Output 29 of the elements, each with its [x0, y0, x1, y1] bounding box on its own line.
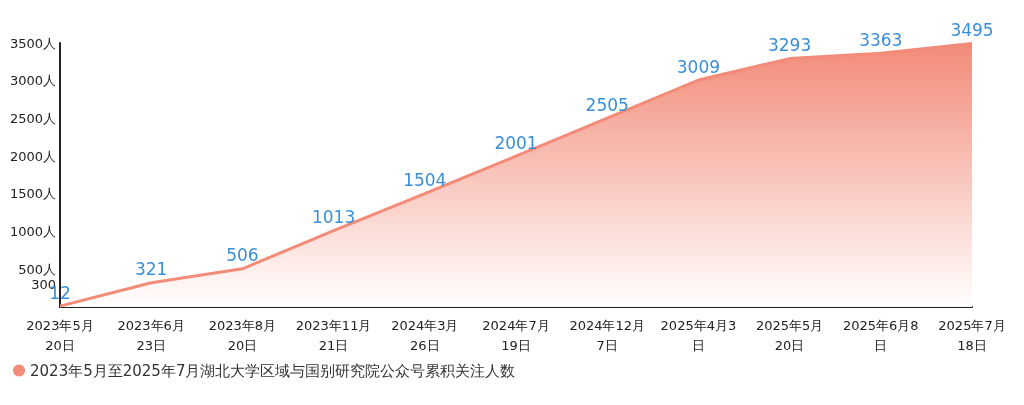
- x-tick-label: 2025年7月 18日: [938, 317, 1006, 353]
- x-tick-label: 2023年6月 23日: [117, 317, 185, 353]
- data-label: 321: [134, 259, 168, 280]
- data-label: 1013: [311, 207, 356, 228]
- x-tick-label: 2025年6月8 日: [842, 317, 919, 353]
- y-tick-label: 500人: [18, 261, 56, 277]
- data-label: 3293: [767, 35, 812, 56]
- y-tick-label: 3500人: [9, 35, 56, 51]
- data-label: 2505: [585, 94, 629, 115]
- x-tick-label: 2025年4月3 日: [660, 317, 737, 353]
- y-tick-label: 3000人: [9, 73, 56, 89]
- data-label: 506: [226, 245, 259, 266]
- data-label: 1504: [403, 170, 447, 191]
- data-label: 2001: [494, 132, 538, 153]
- x-tick-label: 2024年7月 19日: [482, 317, 550, 353]
- x-tick-label: 2024年12月 7日: [569, 317, 646, 353]
- x-tick-label: 2025年5月 20日: [755, 317, 824, 353]
- data-label: 3363: [859, 29, 903, 50]
- x-tick-label: 2023年11月 21日: [295, 317, 372, 353]
- legend-label: 2023年5月至2025年7月湖北大学区域与国别研究院公众号累积关注人数: [30, 361, 516, 380]
- data-label: 3495: [950, 19, 994, 40]
- y-tick-label: 1000人: [9, 224, 56, 240]
- y-tick-label: 2500人: [9, 110, 56, 126]
- y-tick-label: 2000人: [9, 148, 56, 164]
- x-tick-label: 2024年3月 26日: [391, 317, 459, 353]
- x-tick-label: 2023年5月 20日: [26, 317, 94, 353]
- x-tick-label: 2023年8月 20日: [208, 317, 277, 353]
- y-tick-label: 1500人: [9, 186, 56, 202]
- data-label: 3009: [676, 56, 721, 77]
